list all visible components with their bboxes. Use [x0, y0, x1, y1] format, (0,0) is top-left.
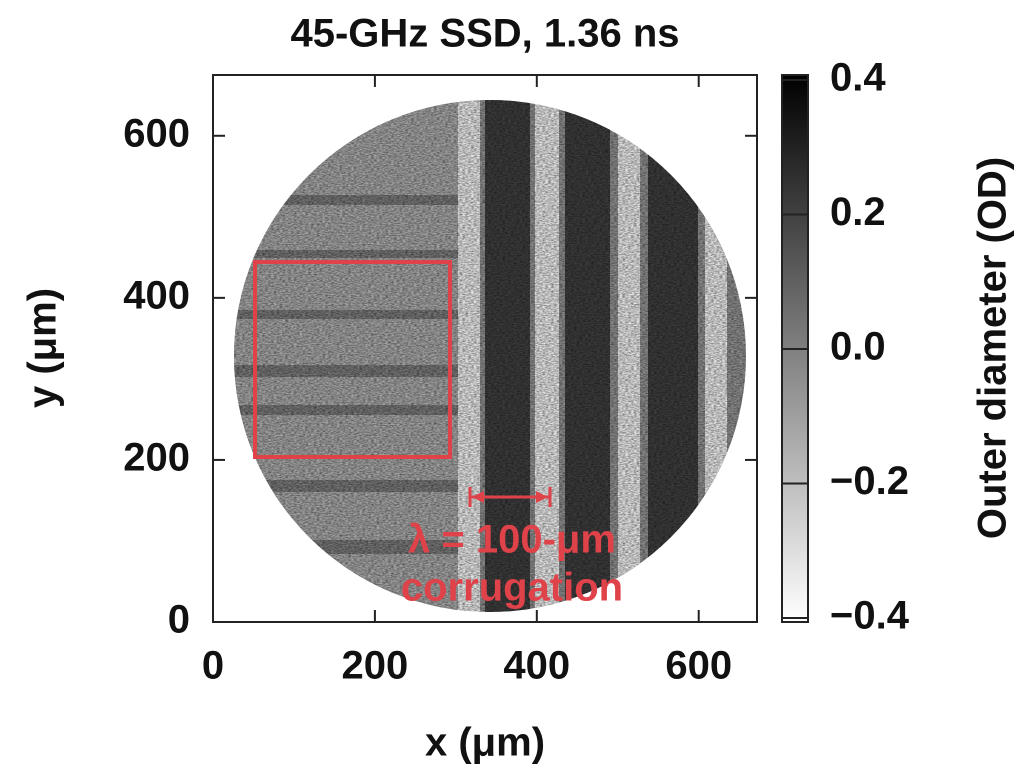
colorbar-label: Outer diameter (OD) [971, 157, 1015, 539]
x-tick-label: 0 [202, 644, 224, 688]
chart-title: 45-GHz SSD, 1.36 ns [290, 12, 679, 56]
colorbar-tick-label: 0.2 [830, 190, 886, 234]
colorbar-tick-label: −0.4 [830, 594, 910, 638]
region-box [253, 260, 452, 459]
colorbar-tick-label: −0.2 [830, 459, 909, 503]
y-tick-label: 200 [123, 435, 190, 479]
annotation: corrugation [401, 566, 623, 610]
wavelength-arrow [468, 487, 552, 507]
x-tick-label: 400 [503, 644, 570, 688]
colorbar-tick-label: 0.0 [830, 325, 886, 369]
x-axis-label: x (μm) [425, 721, 545, 765]
y-tick-label: 0 [168, 598, 190, 642]
annotation: λ = 100-μm [408, 518, 616, 562]
y-axis-label: y (μm) [21, 288, 65, 408]
y-tick-label: 400 [123, 273, 190, 317]
x-tick-label: 200 [342, 644, 409, 688]
x-tick-label: 600 [665, 644, 732, 688]
colorbar-tick-label: 0.4 [830, 56, 886, 100]
image [234, 100, 746, 612]
plot-frame [212, 74, 758, 623]
y-tick-label: 600 [123, 111, 190, 155]
